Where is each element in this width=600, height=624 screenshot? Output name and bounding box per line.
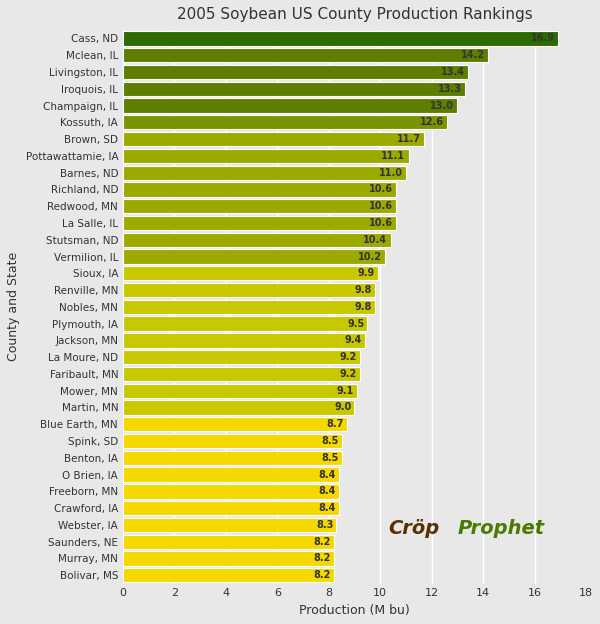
Text: Prophet: Prophet	[457, 519, 545, 538]
Bar	[123, 552, 334, 565]
Text: 9.0: 9.0	[334, 402, 352, 412]
Text: 13.0: 13.0	[430, 100, 454, 110]
Bar	[123, 233, 391, 247]
Bar	[123, 199, 395, 213]
Bar	[123, 99, 457, 113]
Text: Cröp: Cröp	[388, 519, 439, 538]
Y-axis label: County and State: County and State	[7, 252, 20, 361]
Text: 9.2: 9.2	[339, 352, 356, 362]
Bar	[123, 467, 339, 482]
Text: 8.4: 8.4	[319, 503, 336, 513]
Bar	[123, 367, 359, 381]
Text: 9.9: 9.9	[358, 268, 374, 278]
Text: 14.2: 14.2	[461, 50, 485, 61]
Bar	[123, 384, 357, 398]
Bar	[123, 48, 488, 62]
Text: 10.4: 10.4	[364, 235, 388, 245]
Bar	[123, 31, 557, 46]
Bar	[123, 115, 447, 129]
Text: 9.1: 9.1	[337, 386, 354, 396]
Text: 8.4: 8.4	[319, 486, 336, 496]
Bar	[123, 518, 337, 532]
Bar	[123, 300, 375, 314]
Text: 9.5: 9.5	[347, 319, 364, 329]
X-axis label: Production (M bu): Production (M bu)	[299, 604, 410, 617]
Bar	[123, 216, 395, 230]
Text: 9.8: 9.8	[355, 302, 372, 312]
Bar	[123, 401, 355, 414]
Bar	[123, 568, 334, 582]
Bar	[123, 434, 341, 448]
Bar	[123, 417, 347, 431]
Bar	[123, 149, 409, 163]
Bar	[123, 316, 367, 331]
Text: 8.4: 8.4	[319, 470, 336, 480]
Bar	[123, 132, 424, 146]
Bar	[123, 283, 375, 297]
Text: 10.2: 10.2	[358, 251, 382, 261]
Text: 12.6: 12.6	[420, 117, 444, 127]
Title: 2005 Soybean US County Production Rankings: 2005 Soybean US County Production Rankin…	[176, 7, 532, 22]
Bar	[123, 165, 406, 180]
Text: 8.2: 8.2	[313, 537, 331, 547]
Text: 8.3: 8.3	[316, 520, 334, 530]
Text: 8.5: 8.5	[321, 436, 338, 446]
Bar	[123, 451, 341, 465]
Bar	[123, 501, 339, 515]
Bar	[123, 350, 359, 364]
Bar	[123, 65, 467, 79]
Text: 11.7: 11.7	[397, 134, 421, 144]
Bar	[123, 484, 339, 499]
Text: 8.5: 8.5	[321, 453, 338, 463]
Text: 9.8: 9.8	[355, 285, 372, 295]
Text: 8.2: 8.2	[313, 553, 331, 563]
Text: 8.2: 8.2	[313, 570, 331, 580]
Bar	[123, 250, 385, 264]
Bar	[123, 333, 365, 348]
Text: 10.6: 10.6	[368, 201, 392, 211]
Text: 16.9: 16.9	[530, 34, 554, 44]
Bar	[123, 182, 395, 197]
Text: 13.4: 13.4	[440, 67, 464, 77]
Bar	[123, 82, 465, 96]
Text: 10.6: 10.6	[368, 218, 392, 228]
Text: 10.6: 10.6	[368, 185, 392, 195]
Bar	[123, 266, 377, 280]
Text: 13.3: 13.3	[438, 84, 462, 94]
Text: 11.1: 11.1	[382, 151, 406, 161]
Text: 9.2: 9.2	[339, 369, 356, 379]
Text: 11.0: 11.0	[379, 168, 403, 178]
Text: 8.7: 8.7	[326, 419, 344, 429]
Text: 9.4: 9.4	[344, 335, 362, 346]
Bar	[123, 535, 334, 549]
